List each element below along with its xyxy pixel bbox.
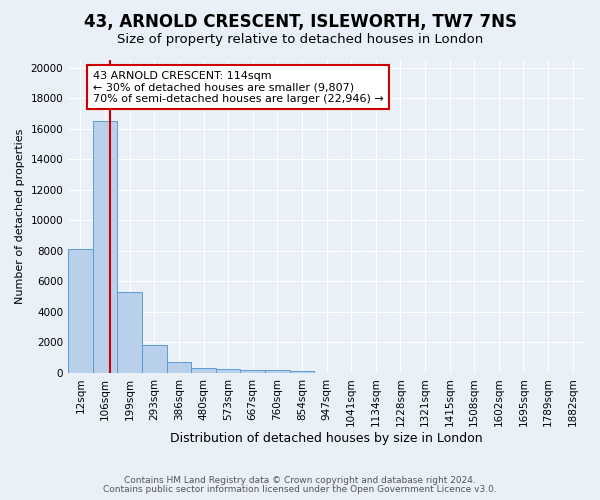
Bar: [216, 370, 241, 373]
Bar: [93, 121, 118, 373]
Bar: [68, 249, 93, 373]
Bar: [290, 370, 314, 373]
Text: 43 ARNOLD CRESCENT: 114sqm
← 30% of detached houses are smaller (9,807)
70% of s: 43 ARNOLD CRESCENT: 114sqm ← 30% of deta…: [93, 70, 383, 104]
Bar: [191, 368, 216, 373]
X-axis label: Distribution of detached houses by size in London: Distribution of detached houses by size …: [170, 432, 483, 445]
Bar: [142, 344, 167, 373]
Y-axis label: Number of detached properties: Number of detached properties: [15, 128, 25, 304]
Bar: [241, 370, 265, 373]
Text: Contains public sector information licensed under the Open Government Licence v3: Contains public sector information licen…: [103, 485, 497, 494]
Bar: [167, 362, 191, 373]
Text: 43, ARNOLD CRESCENT, ISLEWORTH, TW7 7NS: 43, ARNOLD CRESCENT, ISLEWORTH, TW7 7NS: [83, 12, 517, 30]
Bar: [118, 292, 142, 373]
Text: Size of property relative to detached houses in London: Size of property relative to detached ho…: [117, 32, 483, 46]
Text: Contains HM Land Registry data © Crown copyright and database right 2024.: Contains HM Land Registry data © Crown c…: [124, 476, 476, 485]
Bar: [265, 370, 290, 373]
